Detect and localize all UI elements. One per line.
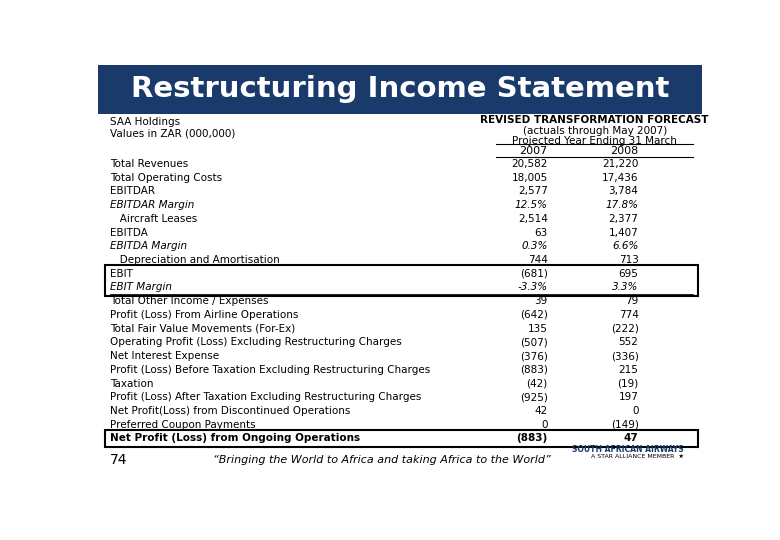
Text: Taxation: Taxation: [109, 379, 153, 388]
Text: Net Profit (Loss) from Ongoing Operations: Net Profit (Loss) from Ongoing Operation…: [109, 434, 360, 443]
Text: (883): (883): [516, 434, 548, 443]
Text: (149): (149): [611, 420, 639, 430]
Text: (actuals through May 2007): (actuals through May 2007): [523, 126, 667, 136]
Text: (42): (42): [526, 379, 548, 388]
Text: (19): (19): [617, 379, 639, 388]
FancyBboxPatch shape: [98, 65, 702, 114]
Text: -3.3%: -3.3%: [518, 282, 548, 293]
Text: 0.3%: 0.3%: [522, 241, 548, 251]
Text: EBITDA Margin: EBITDA Margin: [109, 241, 186, 251]
Text: 47: 47: [624, 434, 639, 443]
Text: (507): (507): [520, 338, 548, 347]
Text: 713: 713: [619, 255, 639, 265]
Text: 21,220: 21,220: [602, 159, 639, 169]
Text: Projected Year Ending 31 March: Projected Year Ending 31 March: [512, 136, 677, 146]
Text: Total Other Income / Expenses: Total Other Income / Expenses: [109, 296, 268, 306]
Text: Net Profit(Loss) from Discontinued Operations: Net Profit(Loss) from Discontinued Opera…: [109, 406, 350, 416]
Text: 135: 135: [528, 323, 548, 334]
Text: 2,377: 2,377: [608, 214, 639, 224]
Text: 39: 39: [534, 296, 548, 306]
Text: Aircraft Leases: Aircraft Leases: [109, 214, 197, 224]
Text: EBITDAR: EBITDAR: [109, 186, 154, 197]
Text: 0: 0: [632, 406, 639, 416]
Text: 20,582: 20,582: [512, 159, 548, 169]
Text: 2007: 2007: [519, 146, 548, 156]
Text: 552: 552: [619, 338, 639, 347]
Text: 79: 79: [626, 296, 639, 306]
Text: Profit (Loss) Before Taxation Excluding Restructuring Charges: Profit (Loss) Before Taxation Excluding …: [109, 365, 430, 375]
Text: SAA Holdings: SAA Holdings: [109, 117, 179, 127]
Text: Operating Profit (Loss) Excluding Restructuring Charges: Operating Profit (Loss) Excluding Restru…: [109, 338, 402, 347]
Text: A STAR ALLIANCE MEMBER  ★: A STAR ALLIANCE MEMBER ★: [591, 454, 684, 460]
Text: Depreciation and Amortisation: Depreciation and Amortisation: [109, 255, 279, 265]
Text: (336): (336): [611, 351, 639, 361]
Text: 42: 42: [534, 406, 548, 416]
Text: (222): (222): [611, 323, 639, 334]
Text: 6.6%: 6.6%: [612, 241, 639, 251]
Text: 1,407: 1,407: [608, 227, 639, 238]
Text: Profit (Loss) From Airline Operations: Profit (Loss) From Airline Operations: [109, 310, 298, 320]
Text: EBIT: EBIT: [109, 269, 133, 279]
Text: 74: 74: [109, 453, 127, 467]
Text: SOUTH AFRICAN AIRWAYS: SOUTH AFRICAN AIRWAYS: [573, 445, 684, 454]
Text: (925): (925): [520, 392, 548, 402]
Text: 12.5%: 12.5%: [515, 200, 548, 210]
Text: Total Fair Value Movements (For-Ex): Total Fair Value Movements (For-Ex): [109, 323, 295, 334]
Text: 197: 197: [619, 392, 639, 402]
Text: 744: 744: [528, 255, 548, 265]
Text: 3,784: 3,784: [608, 186, 639, 197]
Text: EBIT Margin: EBIT Margin: [109, 282, 172, 293]
Text: 3.3%: 3.3%: [612, 282, 639, 293]
Text: 63: 63: [534, 227, 548, 238]
Text: 18,005: 18,005: [512, 173, 548, 183]
Text: EBITDAR Margin: EBITDAR Margin: [109, 200, 194, 210]
Text: Total Revenues: Total Revenues: [109, 159, 188, 169]
Text: 695: 695: [619, 269, 639, 279]
Text: 215: 215: [619, 365, 639, 375]
Text: (376): (376): [520, 351, 548, 361]
Text: Profit (Loss) After Taxation Excluding Restructuring Charges: Profit (Loss) After Taxation Excluding R…: [109, 392, 421, 402]
Text: Preferred Coupon Payments: Preferred Coupon Payments: [109, 420, 255, 430]
Text: 17,436: 17,436: [602, 173, 639, 183]
Text: 17.8%: 17.8%: [605, 200, 639, 210]
Text: 774: 774: [619, 310, 639, 320]
Text: 0: 0: [541, 420, 548, 430]
Text: (883): (883): [520, 365, 548, 375]
Text: Total Operating Costs: Total Operating Costs: [109, 173, 222, 183]
Text: (642): (642): [520, 310, 548, 320]
Text: Net Interest Expense: Net Interest Expense: [109, 351, 218, 361]
Text: “Bringing the World to Africa and taking Africa to the World”: “Bringing the World to Africa and taking…: [213, 455, 551, 465]
Text: 2,577: 2,577: [518, 186, 548, 197]
Text: Restructuring Income Statement: Restructuring Income Statement: [130, 76, 669, 103]
Text: 2,514: 2,514: [518, 214, 548, 224]
Text: Values in ZAR (000,000): Values in ZAR (000,000): [109, 129, 235, 138]
Text: 2008: 2008: [610, 146, 639, 156]
Text: REVISED TRANSFORMATION FORECAST: REVISED TRANSFORMATION FORECAST: [480, 114, 709, 125]
Text: (681): (681): [520, 269, 548, 279]
Text: EBITDA: EBITDA: [109, 227, 147, 238]
